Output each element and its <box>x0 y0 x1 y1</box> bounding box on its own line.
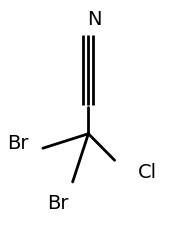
Text: N: N <box>87 10 102 29</box>
Text: Cl: Cl <box>137 163 157 182</box>
Text: Br: Br <box>7 134 28 153</box>
Text: Br: Br <box>47 194 68 213</box>
